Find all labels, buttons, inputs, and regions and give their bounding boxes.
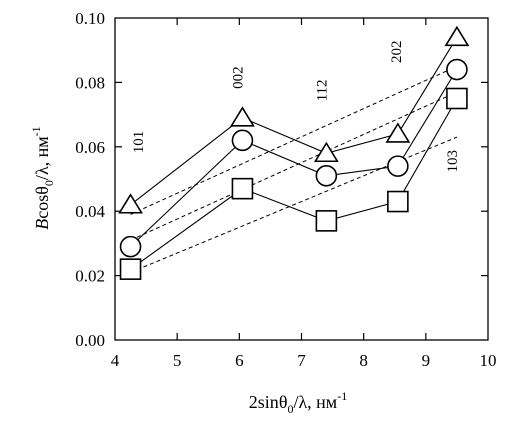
reflection-label: 101 — [131, 131, 147, 154]
annotations: 101 002 112 202 103 — [131, 41, 461, 173]
y-tick-label: 0.08 — [75, 73, 105, 92]
series-line-square — [130, 98, 458, 270]
data-point-circle — [119, 235, 142, 258]
plot-frame — [114, 17, 489, 341]
x-tick-label: 8 — [359, 351, 368, 370]
series-line-circle — [130, 69, 458, 248]
trend-line — [130, 65, 458, 215]
reflection-label: 103 — [445, 150, 461, 173]
series-group — [118, 25, 470, 280]
x-axis-title: 2sinθ0/λ, нм-1 — [249, 389, 347, 416]
x-tick-label: 9 — [422, 351, 431, 370]
data-point-triangle — [444, 25, 470, 47]
data-point-square — [446, 87, 468, 110]
axes: 4 5 6 7 8 9 10 0.00 0.02 0.04 0.06 0.08 0.10 — [75, 9, 496, 370]
data-point-circle — [315, 164, 338, 187]
x-tick-label: 4 — [111, 351, 120, 370]
y-tick-label: 0.10 — [75, 9, 105, 28]
x-tick-label: 10 — [480, 351, 497, 370]
data-point-square — [231, 177, 254, 200]
data-point-square — [119, 258, 142, 280]
series-line-triangle — [130, 37, 458, 206]
reflection-label: 202 — [389, 41, 405, 64]
x-tick-label: 5 — [173, 351, 182, 370]
data-point-square — [387, 190, 409, 213]
y-tick-label: 0.06 — [75, 138, 105, 157]
data-point-triangle — [118, 193, 143, 214]
x-tick-label: 7 — [297, 351, 306, 370]
y-axis-title: Bcosθ0/λ, нм-1 — [29, 126, 56, 229]
data-point-square — [315, 210, 338, 232]
data-point-triangle — [313, 141, 339, 163]
data-point-triangle — [385, 122, 411, 143]
reflection-label: 002 — [230, 66, 246, 89]
trend-line — [130, 91, 458, 241]
data-point-circle — [231, 129, 254, 152]
data-point-circle — [446, 58, 468, 81]
reflection-label: 112 — [314, 79, 330, 101]
y-tick-label: 0.00 — [75, 331, 105, 350]
x-tick-label: 6 — [235, 351, 244, 370]
y-tick-label: 0.04 — [75, 202, 105, 221]
y-tick-label: 0.02 — [75, 267, 105, 286]
data-point-circle — [387, 155, 409, 177]
data-point-triangle — [230, 106, 255, 127]
